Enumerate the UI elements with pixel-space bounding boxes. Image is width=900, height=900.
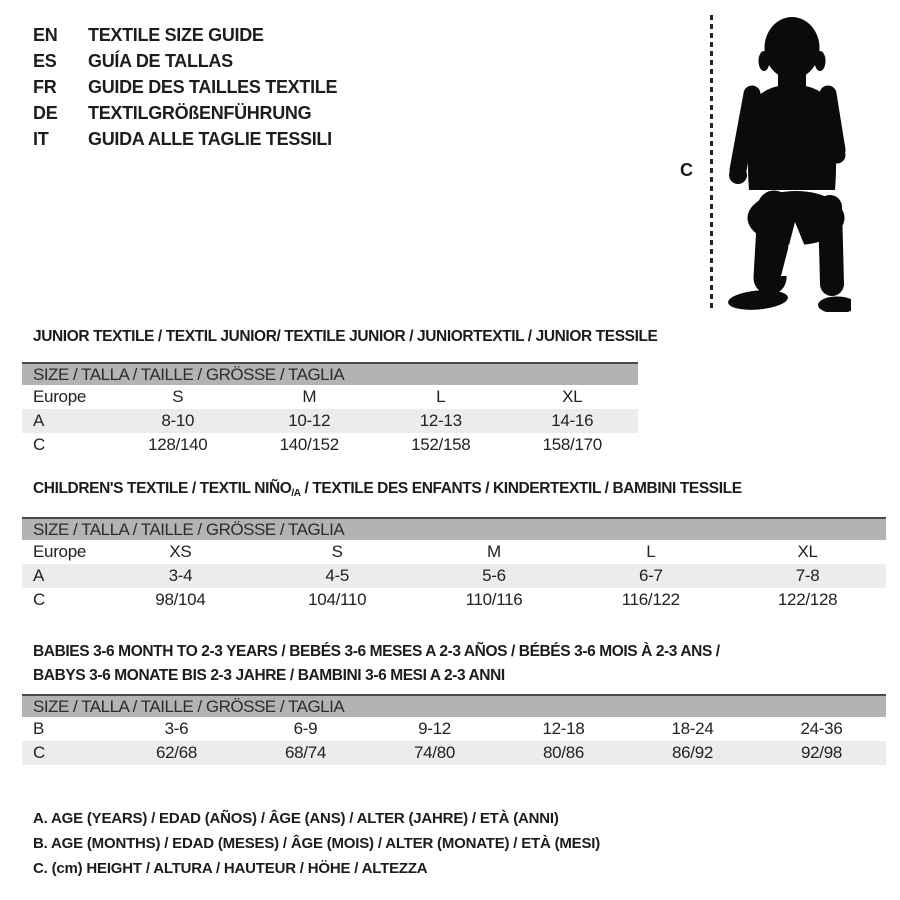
junior-size-table: SIZE / TALLA / TAILLE / GRÖSSE / TAGLIA …	[22, 362, 638, 457]
table-row: C 62/68 68/74 74/80 80/86 86/92 92/98	[22, 741, 886, 765]
size-header-bar: SIZE / TALLA / TAILLE / GRÖSSE / TAGLIA	[22, 364, 638, 385]
title-line-1: BABIES 3-6 MONTH TO 2-3 YEARS / BEBÉS 3-…	[33, 643, 720, 660]
row-label: C	[33, 435, 45, 454]
size-cell: 152/158	[411, 435, 471, 454]
language-label: TEXTILGRÖßENFÜHRUNG	[88, 103, 312, 123]
size-cell: 86/92	[671, 743, 714, 762]
size-cell: 128/140	[148, 435, 208, 454]
size-cell: 8-10	[161, 411, 195, 430]
size-cell: 62/68	[155, 743, 198, 762]
babies-table-title: BABIES 3-6 MONTH TO 2-3 YEARS / BEBÉS 3-…	[33, 640, 720, 688]
toddler-silhouette-icon	[728, 17, 851, 312]
size-header-bar: SIZE / TALLA / TAILLE / GRÖSSE / TAGLIA	[22, 519, 886, 540]
junior-table-title: JUNIOR TEXTILE / TEXTIL JUNIOR/ TEXTILE …	[33, 328, 658, 345]
row-label: Europe	[33, 387, 87, 406]
language-code: EN	[33, 25, 58, 45]
size-header-bar: SIZE / TALLA / TAILLE / GRÖSSE / TAGLIA	[22, 696, 886, 717]
size-cell: 116/122	[621, 590, 680, 609]
language-code: ES	[33, 51, 57, 71]
size-cell: 92/98	[800, 743, 843, 762]
language-label: GUÍA DE TALLAS	[88, 51, 233, 71]
size-cell: 12-13	[419, 411, 462, 430]
language-code: DE	[33, 103, 58, 123]
height-measure-label: C	[680, 160, 693, 180]
title-line-2: BABYS 3-6 MONATE BIS 2-3 JAHRE / BAMBINI…	[33, 667, 505, 684]
size-cell: 122/128	[777, 590, 838, 609]
table-row: Europe XS S M L XL	[22, 540, 886, 564]
language-list: EN TEXTILE SIZE GUIDE ES GUÍA DE TALLAS …	[33, 22, 337, 152]
size-cell: M	[487, 542, 501, 561]
height-dotted-line	[710, 15, 713, 312]
size-cell: 14-16	[551, 411, 594, 430]
legend-line-a: A. AGE (YEARS) / EDAD (AÑOS) / ÂGE (ANS)…	[33, 810, 559, 827]
legend-line-c: C. (cm) HEIGHT / ALTURA / HAUTEUR / HÖHE…	[33, 860, 428, 877]
size-cell: XS	[169, 542, 192, 561]
size-cell: L	[646, 542, 656, 561]
size-cell: 12-18	[542, 719, 585, 738]
table-row: C 128/140 140/152 152/158 158/170	[22, 433, 638, 457]
size-cell: 18-24	[671, 719, 714, 738]
size-cell: XL	[797, 542, 818, 561]
table-row: Europe S M L XL	[22, 385, 638, 409]
size-cell: 5-6	[482, 566, 506, 585]
measurement-legend: A. AGE (YEARS) / EDAD (AÑOS) / ÂGE (ANS)…	[33, 806, 600, 881]
size-cell: 24-36	[800, 719, 843, 738]
size-cell: 3-6	[164, 719, 189, 738]
language-code: IT	[33, 129, 49, 149]
table-row: B 3-6 6-9 9-12 12-18 18-24 24-36	[22, 717, 886, 741]
size-cell: 80/86	[542, 743, 585, 762]
language-label: GUIDE DES TAILLES TEXTILE	[88, 77, 338, 97]
language-code: FR	[33, 77, 57, 97]
size-cell: 104/110	[308, 590, 367, 609]
size-cell: L	[436, 387, 446, 406]
row-label: C	[33, 743, 45, 762]
size-cell: S	[172, 387, 184, 406]
babies-size-table: SIZE / TALLA / TAILLE / GRÖSSE / TAGLIA …	[22, 694, 886, 765]
title-text: / TEXTILE DES ENFANTS / KINDERTEXTIL / B…	[300, 480, 743, 497]
title-subscript: /A	[291, 488, 301, 499]
children-size-table: SIZE / TALLA / TAILLE / GRÖSSE / TAGLIA …	[22, 517, 886, 612]
size-cell: 140/152	[279, 435, 340, 454]
size-cell: XL	[562, 387, 583, 406]
children-table-title: CHILDREN'S TEXTILE / TEXTIL NIÑO/A / TEX…	[33, 480, 743, 499]
title-text: CHILDREN'S TEXTILE / TEXTIL NIÑO	[33, 480, 292, 497]
language-label: TEXTILE SIZE GUIDE	[88, 25, 264, 45]
size-cell: 3-4	[168, 566, 193, 585]
table-row: A 8-10 10-12 12-13 14-16	[22, 409, 638, 433]
size-cell: M	[302, 387, 317, 406]
row-label: A	[33, 411, 45, 430]
size-cell: S	[331, 542, 343, 561]
language-label: GUIDA ALLE TAGLIE TESSILI	[88, 129, 332, 149]
size-cell: 6-9	[293, 719, 318, 738]
row-label: Europe	[33, 542, 87, 561]
table-row: C 98/104 104/110 110/116 116/122 122/128	[22, 588, 886, 612]
row-label: C	[33, 590, 45, 609]
size-cell: 68/74	[284, 743, 327, 762]
size-cell: 158/170	[542, 435, 603, 454]
legend-line-b: B. AGE (MONTHS) / EDAD (MESES) / ÂGE (MO…	[33, 835, 601, 852]
size-cell: 110/116	[465, 590, 523, 609]
row-label: A	[33, 566, 45, 585]
size-cell: 4-5	[325, 566, 350, 585]
table-row: A 3-4 4-5 5-6 6-7 7-8	[22, 564, 886, 588]
size-cell: 9-12	[418, 719, 451, 738]
size-cell: 10-12	[288, 411, 331, 430]
size-cell: 7-8	[795, 566, 820, 585]
row-label: B	[33, 719, 45, 738]
size-cell: 98/104	[155, 590, 206, 609]
size-cell: 74/80	[413, 743, 456, 762]
size-cell: 6-7	[638, 566, 663, 585]
